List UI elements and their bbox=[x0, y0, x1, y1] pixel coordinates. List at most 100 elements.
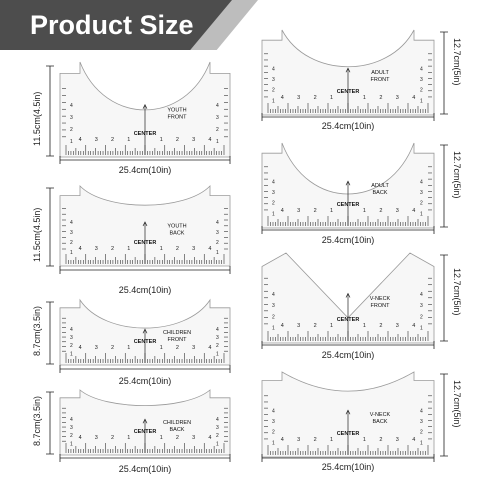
scale-number: 4 bbox=[412, 437, 415, 443]
side-number: 4 bbox=[216, 103, 219, 109]
side-number: 3 bbox=[420, 303, 423, 309]
center-arrow bbox=[345, 180, 351, 186]
ruler-outline bbox=[59, 61, 231, 158]
side-number: 3 bbox=[272, 190, 275, 196]
center-label: CENTER bbox=[337, 317, 360, 323]
scale-number: 4 bbox=[79, 246, 82, 252]
scale-number: 3 bbox=[396, 437, 399, 443]
scale-number: 4 bbox=[281, 208, 284, 214]
scale-number: 1 bbox=[160, 246, 163, 252]
width-dimension-label: 25.4cm(10in) bbox=[118, 464, 172, 474]
center-label: CENTER bbox=[134, 429, 157, 435]
side-number: 4 bbox=[216, 327, 219, 333]
side-number: 4 bbox=[420, 66, 423, 72]
side-number: 1 bbox=[420, 98, 423, 104]
header-banner bbox=[0, 0, 232, 50]
center-label: CENTER bbox=[337, 202, 360, 208]
scale-number: 3 bbox=[297, 95, 300, 101]
side-number: 2 bbox=[420, 314, 423, 320]
side-number: 4 bbox=[272, 66, 275, 72]
scale-number: 4 bbox=[79, 345, 82, 351]
scale-number: 2 bbox=[379, 323, 382, 329]
side-number: 1 bbox=[272, 440, 275, 446]
side-number: 2 bbox=[272, 314, 275, 320]
scale-number: 3 bbox=[95, 345, 98, 351]
center-label: CENTER bbox=[337, 431, 360, 437]
side-number: 1 bbox=[272, 326, 275, 332]
ruler-outline bbox=[261, 142, 435, 229]
side-number: 3 bbox=[70, 425, 73, 431]
side-number: 1 bbox=[420, 211, 423, 217]
side-number: 2 bbox=[272, 201, 275, 207]
side-number: 2 bbox=[70, 433, 73, 439]
side-number: 3 bbox=[420, 190, 423, 196]
side-number: 1 bbox=[420, 326, 423, 332]
side-number: 1 bbox=[216, 139, 219, 145]
ruler-label: V-NECK bbox=[370, 412, 391, 418]
side-number: 4 bbox=[216, 220, 219, 226]
scale-number: 1 bbox=[363, 437, 366, 443]
scale-number: 4 bbox=[281, 437, 284, 443]
scale-number: 4 bbox=[208, 435, 211, 441]
scale-number: 2 bbox=[176, 137, 179, 143]
scale-number: 1 bbox=[160, 345, 163, 351]
side-number: 2 bbox=[420, 201, 423, 207]
center-arrow bbox=[142, 221, 148, 227]
ruler-label: FRONT bbox=[168, 114, 188, 120]
scale-number: 1 bbox=[363, 323, 366, 329]
scale-number: 2 bbox=[111, 246, 114, 252]
side-number: 2 bbox=[272, 430, 275, 436]
side-number: 2 bbox=[216, 127, 219, 133]
width-dimension-label: 25.4cm(10in) bbox=[118, 285, 172, 295]
side-number: 3 bbox=[420, 419, 423, 425]
scale-number: 3 bbox=[95, 137, 98, 143]
side-number: 1 bbox=[216, 351, 219, 357]
side-number: 1 bbox=[216, 441, 219, 447]
side-number: 4 bbox=[272, 179, 275, 185]
scale-number: 1 bbox=[127, 246, 130, 252]
scale-number: 3 bbox=[297, 437, 300, 443]
scale-number: 4 bbox=[281, 323, 284, 329]
scale-number: 1 bbox=[127, 137, 130, 143]
side-number: 3 bbox=[70, 335, 73, 341]
ruler-label: CHILDREN bbox=[163, 330, 191, 336]
scale-number: 1 bbox=[160, 435, 163, 441]
side-number: 4 bbox=[70, 220, 73, 226]
side-number: 4 bbox=[70, 417, 73, 423]
scale-number: 4 bbox=[412, 95, 415, 101]
side-number: 4 bbox=[420, 179, 423, 185]
scale-number: 1 bbox=[127, 345, 130, 351]
scale-number: 1 bbox=[363, 95, 366, 101]
side-number: 3 bbox=[272, 419, 275, 425]
scale-number: 2 bbox=[176, 246, 179, 252]
ruler-label: ADULT bbox=[371, 70, 389, 76]
side-number: 3 bbox=[272, 303, 275, 309]
scale-number: 2 bbox=[379, 208, 382, 214]
scale-number: 4 bbox=[412, 208, 415, 214]
side-number: 1 bbox=[420, 440, 423, 446]
scale-number: 1 bbox=[330, 95, 333, 101]
center-arrow bbox=[345, 292, 351, 298]
ruler-label: FRONT bbox=[371, 303, 391, 309]
side-number: 2 bbox=[70, 240, 73, 246]
scale-number: 1 bbox=[127, 435, 130, 441]
side-number: 1 bbox=[70, 441, 73, 447]
scale-number: 2 bbox=[176, 345, 179, 351]
side-number: 4 bbox=[272, 292, 275, 298]
scale-number: 2 bbox=[314, 323, 317, 329]
scale-number: 4 bbox=[412, 323, 415, 329]
ruler-label: YOUTH bbox=[167, 224, 186, 230]
side-number: 3 bbox=[70, 230, 73, 236]
side-number: 4 bbox=[216, 417, 219, 423]
side-number: 3 bbox=[420, 77, 423, 83]
scale-number: 3 bbox=[396, 95, 399, 101]
scale-number: 3 bbox=[95, 435, 98, 441]
scale-number: 2 bbox=[314, 437, 317, 443]
scale-number: 1 bbox=[330, 437, 333, 443]
